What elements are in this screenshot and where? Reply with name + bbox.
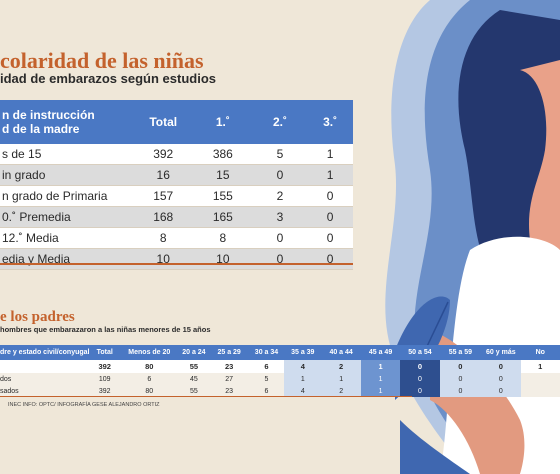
col-second: 2.˚ [252, 100, 308, 144]
table-row-total: 392 80 55 23 6 4 2 1 0 0 0 1 [0, 360, 560, 373]
col-education-level: n de instrucción d de la madre [0, 100, 134, 144]
table-row: 0.˚ Premedia 168 165 3 0 [0, 206, 353, 228]
parents-title: e los padres [0, 309, 75, 325]
education-table-header: n de instrucción d de la madre Total 1.˚… [0, 100, 353, 144]
page-subtitle: idad de embarazos según estudios [0, 71, 216, 86]
col-total: Total [133, 100, 194, 144]
parents-subtitle: hombres que embarazaron a las niñas meno… [0, 325, 211, 334]
table-row: dos 109 6 45 27 5 1 1 1 0 0 0 [0, 373, 560, 385]
page-title: colaridad de las niñas [0, 48, 204, 73]
col-first: 1.˚ [193, 100, 253, 144]
divider [0, 263, 353, 265]
col-third: 3.˚ [307, 100, 353, 144]
table-row: in grado 16 15 0 1 [0, 164, 353, 186]
table-row: edia y Media 10 10 0 0 [0, 248, 353, 270]
parents-table: dre y estado civil/conyugal Total Menos … [0, 345, 560, 397]
table-row: sados 392 80 55 23 6 4 2 1 0 0 0 [0, 385, 560, 397]
table-row: n grado de Primaria 157 155 2 0 [0, 185, 353, 207]
table-row: s de 15 392 386 5 1 [0, 144, 353, 165]
source-note: INEC INFO: OPTC/ INFOGRAFÍA GESE ALEJAND… [8, 402, 160, 408]
divider [0, 396, 412, 397]
table-row: 12.˚ Media 8 8 0 0 [0, 227, 353, 249]
education-table: n de instrucción d de la madre Total 1.˚… [0, 100, 353, 270]
parents-table-header: dre y estado civil/conyugal Total Menos … [0, 345, 560, 360]
